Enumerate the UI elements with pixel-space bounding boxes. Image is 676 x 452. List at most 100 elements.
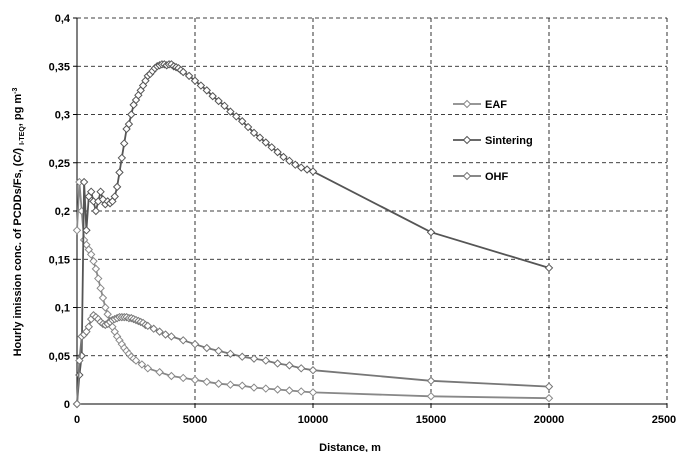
eaf-point bbox=[96, 283, 105, 293]
ohf-point bbox=[226, 349, 235, 359]
y-tick-label: 0,05 bbox=[49, 351, 70, 363]
y-axis-title: Hourly imission conc. of PCDDs/Fs, (C/) … bbox=[12, 88, 26, 357]
eaf-point bbox=[202, 377, 212, 387]
sintering-point bbox=[273, 147, 282, 157]
eaf-point bbox=[94, 274, 103, 283]
legend-item-ohf: OHF bbox=[453, 171, 509, 183]
legend-label-eaf: EAF bbox=[485, 99, 507, 111]
sintering-point bbox=[190, 76, 200, 85]
eaf-point bbox=[296, 387, 306, 396]
x-tick-label: 10000 bbox=[298, 414, 329, 426]
x-tick-label: 20000 bbox=[534, 414, 565, 426]
eaf-point bbox=[285, 386, 294, 395]
sintering-point bbox=[214, 96, 223, 106]
ohf-point bbox=[202, 343, 212, 353]
sintering-point bbox=[119, 139, 129, 148]
ohf-point bbox=[261, 356, 271, 365]
eaf-point bbox=[226, 380, 235, 389]
ohf-point bbox=[249, 354, 259, 363]
eaf-point bbox=[89, 256, 98, 266]
y-tick-label: 0,25 bbox=[49, 158, 70, 170]
y-tick-label: 0,15 bbox=[49, 254, 70, 266]
sintering-point bbox=[110, 192, 119, 201]
series-layer bbox=[72, 60, 554, 409]
y-axis-title-italic: C/ bbox=[12, 150, 24, 163]
sintering-point bbox=[115, 168, 124, 177]
sintering-point bbox=[117, 153, 127, 163]
sintering-point bbox=[178, 67, 188, 77]
eaf-point bbox=[91, 264, 101, 274]
sintering-point bbox=[243, 122, 253, 132]
sintering-point bbox=[86, 187, 96, 196]
sintering-point bbox=[220, 101, 229, 111]
ohf-point bbox=[190, 339, 200, 349]
ohf-point bbox=[237, 352, 247, 361]
sintering-point bbox=[82, 226, 91, 235]
sintering-point bbox=[255, 133, 265, 142]
sintering-point bbox=[285, 156, 294, 166]
legend-label-sintering: Sintering bbox=[485, 135, 533, 147]
x-tick-label: 15000 bbox=[416, 414, 447, 426]
sintering-point bbox=[127, 110, 136, 119]
ohf-point bbox=[84, 322, 94, 332]
eaf-point bbox=[273, 385, 282, 394]
sintering-point bbox=[96, 187, 105, 196]
ohf-point bbox=[161, 330, 170, 339]
eaf-point bbox=[131, 356, 141, 365]
eaf-point bbox=[86, 250, 96, 259]
sintering-point bbox=[202, 86, 212, 95]
ohf-point bbox=[214, 346, 223, 356]
ohf-point bbox=[296, 364, 306, 373]
sintering-point bbox=[112, 182, 122, 192]
sintering-point bbox=[184, 71, 194, 81]
sintering-point bbox=[279, 152, 288, 162]
sintering-point bbox=[308, 167, 318, 176]
ohf-point bbox=[178, 336, 188, 345]
eaf-point bbox=[72, 226, 82, 235]
series-eaf bbox=[72, 177, 554, 403]
eaf-point bbox=[98, 293, 108, 303]
sintering-point bbox=[232, 112, 241, 121]
sintering-point bbox=[291, 160, 300, 169]
sintering-point bbox=[91, 206, 101, 216]
sintering-point bbox=[249, 128, 259, 138]
y-axis-title-after-sub: , pg m bbox=[12, 94, 24, 127]
ohf-point bbox=[308, 366, 318, 375]
y-tick-label: 0,1 bbox=[55, 303, 70, 315]
x-tick-label: 0 bbox=[74, 414, 80, 426]
ohf-point bbox=[149, 324, 158, 333]
ohf-point bbox=[75, 356, 84, 365]
sintering-point bbox=[208, 91, 217, 101]
x-tick-label: 5000 bbox=[183, 414, 207, 426]
sintering-point bbox=[302, 165, 312, 174]
legend-swatch-marker bbox=[462, 99, 472, 109]
y-axis-title-close: ) bbox=[12, 145, 24, 152]
series-ohf bbox=[72, 311, 554, 409]
ohf-point bbox=[285, 361, 294, 370]
ohf-point bbox=[544, 382, 554, 391]
eaf-point bbox=[167, 371, 176, 381]
eaf-point bbox=[214, 379, 223, 388]
sintering-point bbox=[79, 177, 89, 187]
legend-swatch-marker bbox=[462, 171, 472, 181]
y-tick-label: 0 bbox=[64, 399, 70, 411]
sintering-point bbox=[226, 107, 235, 116]
sintering-point bbox=[196, 81, 206, 90]
sintering-point bbox=[544, 263, 554, 273]
y-tick-label: 0,3 bbox=[55, 110, 70, 122]
x-axis-title: Distance, m bbox=[319, 442, 381, 452]
legend: EAF Sintering OHF bbox=[453, 99, 533, 183]
eaf-point bbox=[261, 384, 271, 393]
sintering-point bbox=[261, 138, 271, 147]
eaf-point bbox=[249, 383, 259, 392]
legend-item-eaf: EAF bbox=[453, 99, 507, 111]
eaf-point bbox=[101, 303, 110, 312]
ohf-point bbox=[72, 399, 82, 409]
sintering-point bbox=[296, 163, 306, 172]
y-axis-title-sub: I-TEQ bbox=[19, 126, 26, 145]
y-tick-label: 0,4 bbox=[55, 13, 71, 25]
sintering-point bbox=[267, 143, 276, 152]
y-tick-label: 0,35 bbox=[49, 61, 70, 73]
